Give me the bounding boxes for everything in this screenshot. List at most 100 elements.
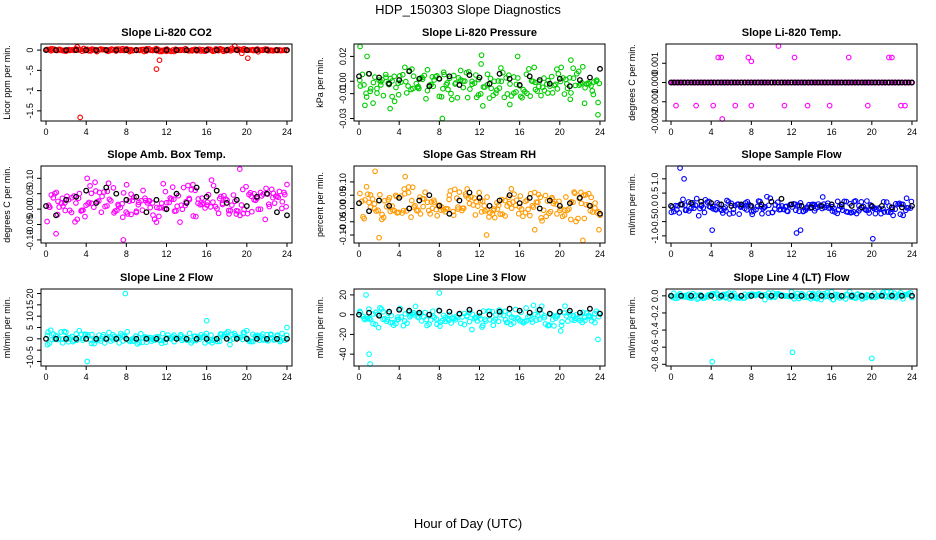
data-point xyxy=(675,292,682,299)
data-point xyxy=(858,199,865,205)
data-point xyxy=(880,205,886,212)
mean-point xyxy=(366,70,373,77)
data-point xyxy=(866,210,873,216)
mean-point xyxy=(284,47,290,54)
data-point xyxy=(105,180,112,187)
data-point xyxy=(581,215,588,222)
mean-point xyxy=(143,47,150,54)
data-point xyxy=(518,206,525,212)
x-tick-label: 12 xyxy=(786,127,796,137)
mean-point xyxy=(576,77,583,83)
data-point xyxy=(460,84,467,91)
data-point xyxy=(491,78,498,85)
data-point xyxy=(268,331,274,338)
mean-point xyxy=(781,79,788,86)
y-tick-label: -0.10 xyxy=(25,230,35,251)
mean-point xyxy=(243,47,250,54)
mean-point xyxy=(253,193,260,200)
data-point xyxy=(479,102,486,109)
outlier-point xyxy=(681,175,687,182)
plot-frame xyxy=(353,288,606,367)
data-point xyxy=(538,92,544,99)
data-point xyxy=(229,202,235,208)
data-point xyxy=(559,318,565,325)
data-point xyxy=(537,194,544,201)
data-point xyxy=(398,314,405,320)
mean-point xyxy=(516,82,523,88)
data-point xyxy=(691,205,697,212)
mean-point xyxy=(526,309,533,316)
outlier-point xyxy=(363,292,369,298)
data-point xyxy=(210,199,216,205)
data-point xyxy=(370,320,376,327)
y-tick-label: 0 xyxy=(25,48,35,53)
mean-point xyxy=(213,47,220,54)
data-point xyxy=(522,209,529,216)
mean-point xyxy=(456,82,463,88)
data-point xyxy=(505,72,512,79)
data-point xyxy=(87,183,93,189)
mean-point xyxy=(761,79,768,86)
mean-point xyxy=(898,79,905,86)
mean-point xyxy=(788,292,795,299)
outlier-point xyxy=(797,227,804,234)
data-point xyxy=(471,80,478,86)
y-tick-label: 0.00 xyxy=(25,200,35,218)
data-point xyxy=(226,211,232,217)
data-point xyxy=(391,98,398,105)
x-tick-label: 20 xyxy=(867,249,877,259)
data-point xyxy=(440,85,446,92)
outlier-point xyxy=(84,175,91,182)
data-point xyxy=(163,199,170,206)
mean-point xyxy=(253,47,260,54)
mean-point xyxy=(878,79,885,86)
data-point xyxy=(414,84,421,91)
outlier-point xyxy=(693,102,699,109)
data-point xyxy=(415,85,422,92)
mean-point xyxy=(775,79,781,86)
data-point xyxy=(410,73,417,80)
data-point xyxy=(579,309,586,316)
mean-point xyxy=(748,202,755,209)
mean-point xyxy=(113,190,120,197)
data-point xyxy=(506,101,513,108)
outlier-point xyxy=(710,102,717,109)
data-point xyxy=(243,183,249,190)
data-point xyxy=(566,74,573,81)
mean-point xyxy=(862,79,869,86)
mean-point xyxy=(546,80,553,87)
mean-point xyxy=(546,310,553,317)
data-point xyxy=(819,194,826,200)
data-point xyxy=(513,89,519,95)
data-point xyxy=(722,204,728,210)
x-tick-label: 8 xyxy=(124,127,129,137)
data-point xyxy=(777,206,784,213)
data-point xyxy=(753,206,759,213)
data-point xyxy=(88,190,95,197)
y-tick-label: 0.10 xyxy=(338,173,348,191)
y-tick-label: 0.0 xyxy=(650,290,660,303)
data-point xyxy=(497,311,503,318)
data-point xyxy=(363,94,370,100)
data-point xyxy=(575,68,582,75)
mean-point xyxy=(526,73,533,80)
mean-point xyxy=(828,292,835,299)
mean-point xyxy=(576,309,583,316)
data-point xyxy=(381,197,388,204)
mean-point xyxy=(668,202,674,209)
outlier-point xyxy=(595,336,601,343)
panel-5: Slope Gas Stream RH percent per min. 0 4 8 12… xyxy=(315,149,606,259)
data-point xyxy=(900,212,906,219)
outlier-point xyxy=(864,102,871,109)
mean-point xyxy=(778,292,785,299)
data-point xyxy=(224,197,230,203)
data-point xyxy=(243,327,250,334)
mean-point xyxy=(263,190,270,197)
outlier-point xyxy=(387,105,393,112)
mean-point xyxy=(748,79,755,86)
x-tick-label: 16 xyxy=(515,249,525,259)
x-tick-label: 20 xyxy=(242,249,252,259)
mean-point xyxy=(556,202,563,209)
data-point xyxy=(162,188,169,195)
